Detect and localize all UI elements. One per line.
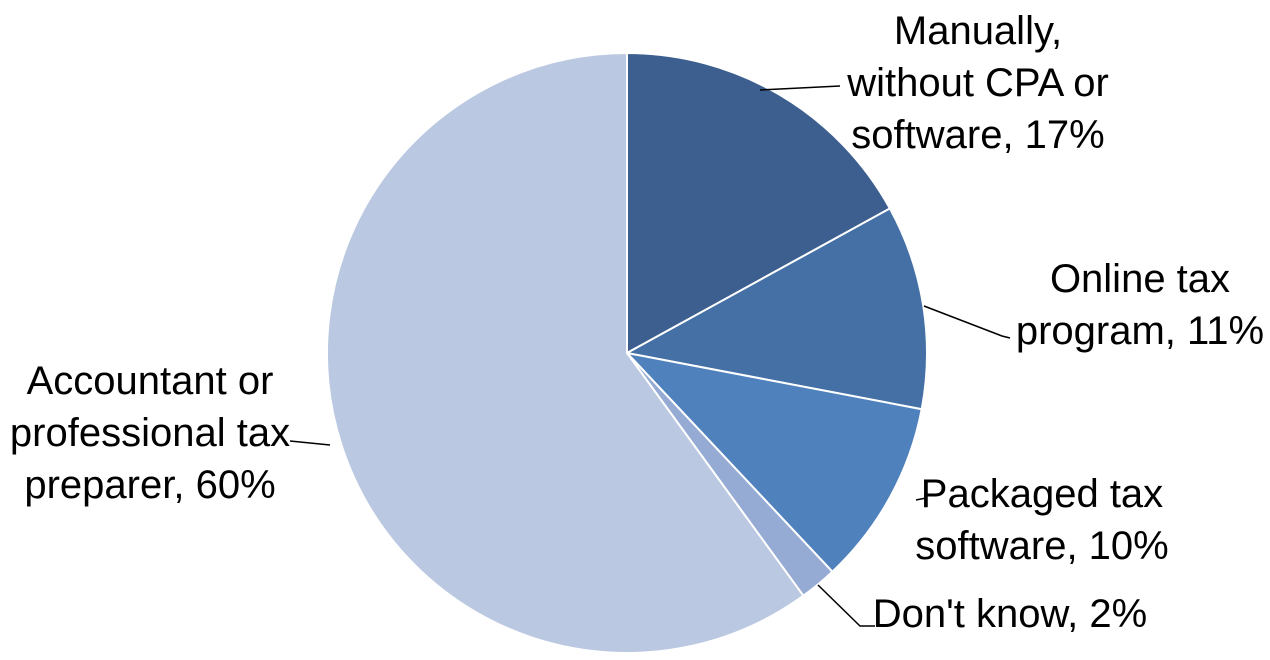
slice-label-2: Packaged tax software, 10%	[915, 472, 1168, 568]
slice-label-3-line-0: Don't know, 2%	[873, 592, 1147, 636]
slice-label-4-line-1: professional tax	[10, 411, 290, 455]
pie-slice-0	[626, 51, 892, 355]
pie-slice-2	[624, 351, 923, 574]
pie-slice-4	[326, 51, 805, 654]
slices-layer	[326, 51, 928, 654]
slice-label-0-line-2: software, 17%	[851, 113, 1104, 157]
leader-line-2	[915, 497, 927, 501]
leader-lines-layer	[289, 85, 1011, 627]
slice-label-0-line-1: without CPA or	[846, 61, 1109, 105]
slice-label-4-line-0: Accountant or	[27, 359, 274, 403]
slice-label-4: Accountant or professional tax preparer, 6…	[10, 359, 290, 507]
slice-label-4-line-2: preparer, 60%	[24, 463, 275, 507]
slice-label-1: Online tax program, 11%	[1016, 257, 1264, 353]
leader-line-0	[759, 85, 841, 91]
slice-label-0-line-0: Manually,	[894, 9, 1062, 53]
labels-layer: Manually, without CPA or software, 17% Onli…	[10, 9, 1264, 636]
pie-slice-1	[624, 207, 928, 411]
slice-label-1-line-1: program, 11%	[1016, 309, 1264, 353]
leader-line-4	[289, 440, 331, 446]
slice-label-0: Manually, without CPA or software, 17%	[846, 9, 1109, 157]
leader-line-1	[923, 305, 1011, 339]
slice-label-2-line-0: Packaged tax	[921, 472, 1163, 516]
slice-label-3: Don't know, 2%	[873, 592, 1147, 636]
slice-label-2-line-1: software, 10%	[915, 524, 1168, 568]
leader-line-3	[817, 584, 875, 627]
slice-label-1-line-0: Online tax	[1050, 257, 1230, 301]
